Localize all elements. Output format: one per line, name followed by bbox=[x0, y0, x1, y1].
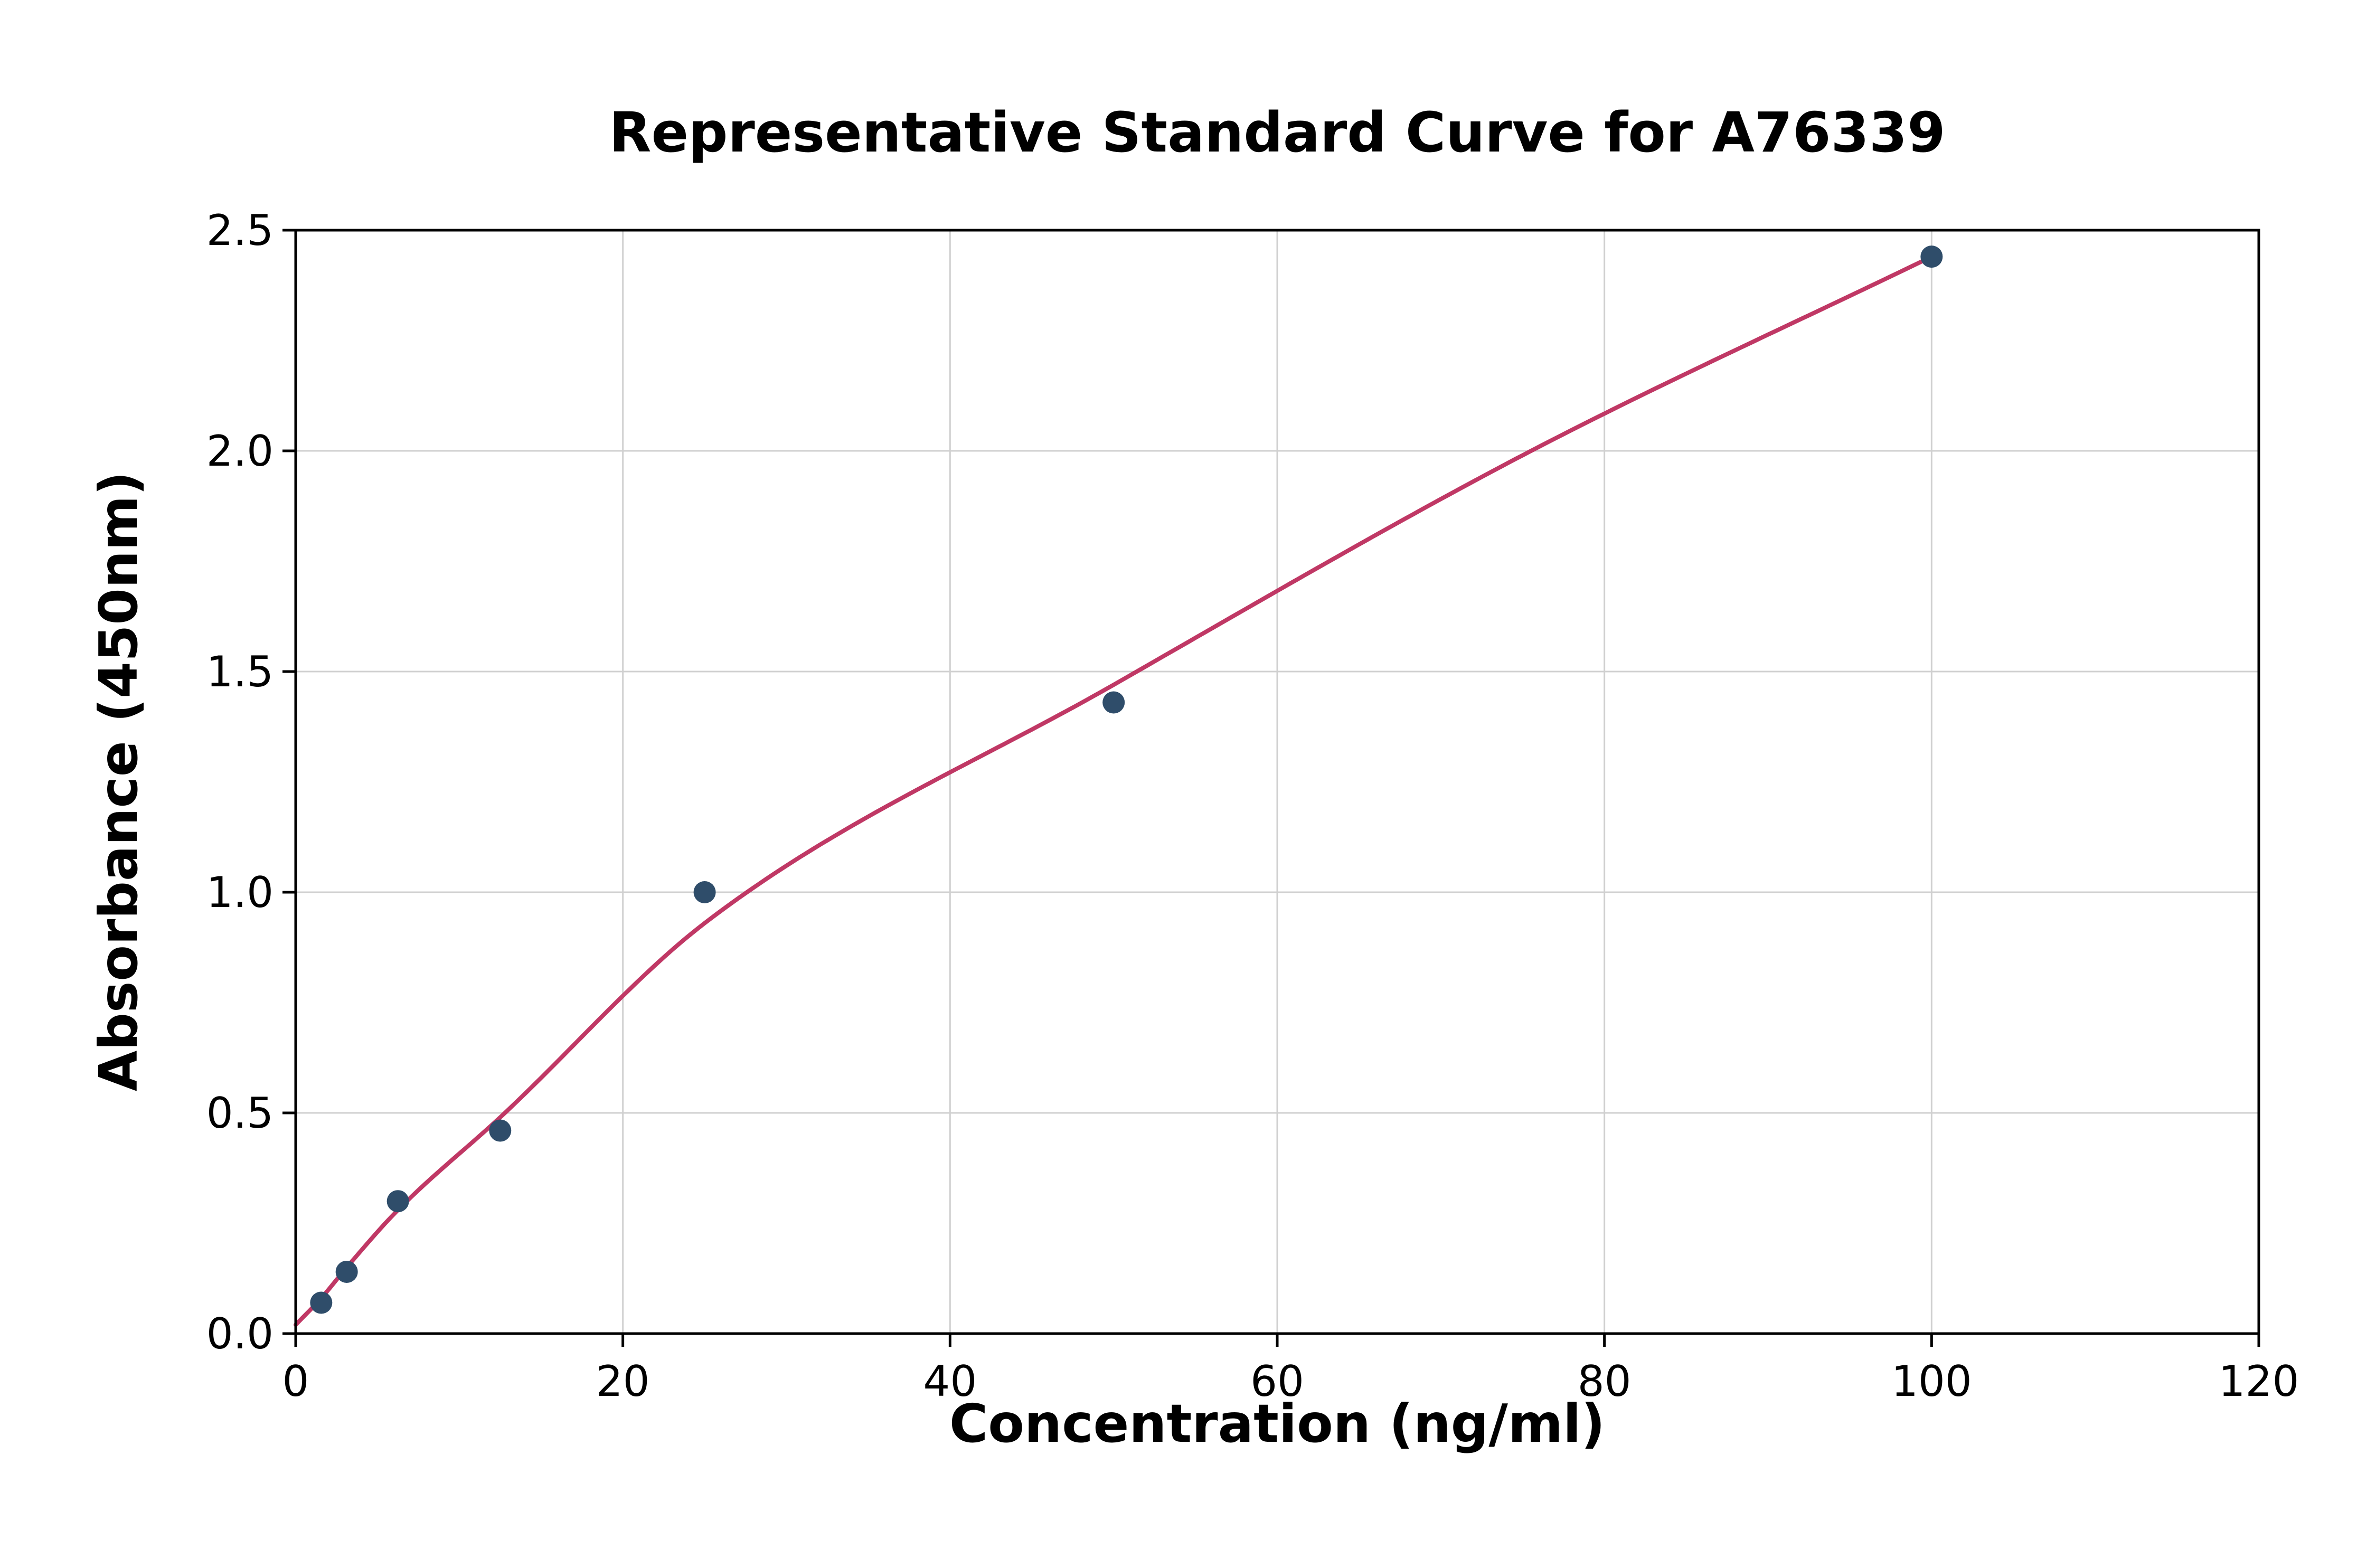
fitted-curve-path bbox=[294, 254, 1934, 1327]
x-tick-label: 80 bbox=[1578, 1357, 1632, 1406]
y-tick-label: 0.5 bbox=[206, 1089, 274, 1138]
x-tick-label: 60 bbox=[1250, 1357, 1304, 1406]
y-tick-label: 2.0 bbox=[206, 427, 274, 476]
y-tick-label: 2.5 bbox=[206, 206, 274, 255]
y-tick-label: 1.5 bbox=[206, 647, 274, 696]
data-point bbox=[310, 1291, 333, 1314]
x-tick-label: 120 bbox=[2219, 1357, 2299, 1406]
data-point bbox=[386, 1190, 409, 1213]
data-point bbox=[693, 881, 716, 903]
chart-title: Representative Standard Curve for A76339 bbox=[609, 100, 1946, 165]
x-tick-label: 100 bbox=[1891, 1357, 1972, 1406]
data-point bbox=[1102, 691, 1125, 714]
y-tick-label: 1.0 bbox=[206, 868, 274, 917]
data-point bbox=[1920, 245, 1943, 268]
data-point bbox=[335, 1260, 358, 1283]
x-axis-label: Concentration (ng/ml) bbox=[949, 1393, 1606, 1454]
x-tick-label: 40 bbox=[923, 1357, 977, 1406]
data-point bbox=[489, 1119, 512, 1142]
y-tick-label: 0.0 bbox=[206, 1309, 274, 1358]
x-tick-label: 20 bbox=[596, 1357, 650, 1406]
x-tick-label: 0 bbox=[282, 1357, 309, 1406]
